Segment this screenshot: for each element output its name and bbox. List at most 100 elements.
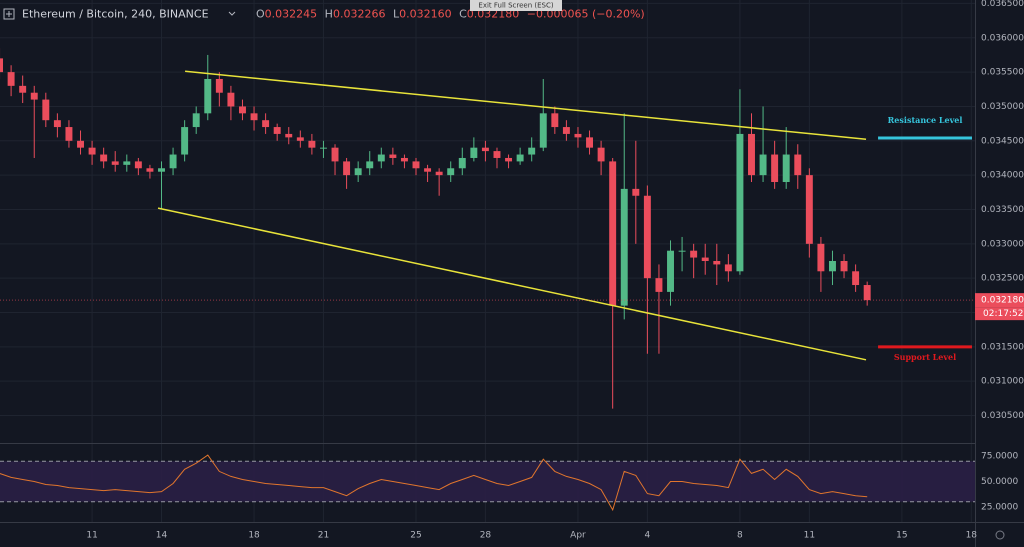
x-tick-label: 18 xyxy=(966,531,978,541)
y-tick-label: 0.035000 xyxy=(981,102,1024,112)
x-tick-label: 28 xyxy=(480,531,492,541)
candle-body xyxy=(296,137,304,141)
candle-body xyxy=(111,161,119,165)
y-tick-label: 0.032500 xyxy=(981,274,1024,284)
rsi-band xyxy=(0,461,975,502)
candle-body xyxy=(794,154,802,176)
symbol-title[interactable]: Ethereum / Bitcoin, 240, BINANCE xyxy=(22,8,209,21)
y-tick-label: 0.031000 xyxy=(981,377,1024,387)
candle-body xyxy=(215,78,223,93)
countdown: 02:17:52 xyxy=(983,309,1023,319)
candle-body xyxy=(424,168,432,172)
tooltip[interactable]: Exit Full Screen (ESC) xyxy=(478,2,553,10)
x-tick-label: 15 xyxy=(896,531,907,541)
candle-body xyxy=(690,250,698,258)
candle-body xyxy=(169,154,177,169)
y-tick-label: 25.0000 xyxy=(981,502,1018,512)
ohlc-value: 0.032266 xyxy=(333,8,386,21)
candle-body xyxy=(227,92,235,107)
candle-body xyxy=(262,120,270,128)
candle-body xyxy=(528,147,536,155)
candle-body xyxy=(389,154,397,158)
ohlc-key: O xyxy=(256,8,265,21)
candle-body xyxy=(678,250,686,252)
candle-body xyxy=(42,99,50,121)
candle-body xyxy=(574,133,582,138)
y-tick-label: 0.033500 xyxy=(981,205,1024,215)
candle-body xyxy=(505,157,513,162)
y-tick-label: 50.0000 xyxy=(981,477,1018,487)
candle-body xyxy=(748,133,755,176)
candle-body xyxy=(400,157,408,162)
ohlc-legend: O0.032245 H0.032266 L0.032160 C0.032180 … xyxy=(256,8,645,21)
ohlc-key: C xyxy=(459,8,467,21)
candle-body xyxy=(736,133,744,272)
candle-body xyxy=(817,243,825,272)
candle-body xyxy=(308,140,316,148)
candle-body xyxy=(366,161,374,169)
candle-body xyxy=(134,161,142,169)
candle-body xyxy=(724,264,732,272)
ohlc-value: 0.032245 xyxy=(265,8,318,21)
candle-body xyxy=(852,271,860,286)
level-label: Resistance Level xyxy=(888,115,963,125)
expand-icon[interactable] xyxy=(3,8,15,20)
candle-body xyxy=(53,120,61,128)
candle-body xyxy=(643,195,651,279)
candle-body xyxy=(620,188,628,306)
settings-icon[interactable] xyxy=(995,530,1005,540)
x-tick-label: 21 xyxy=(318,531,329,541)
candle-body xyxy=(377,154,385,162)
x-tick-label: 4 xyxy=(645,531,651,541)
candle-body xyxy=(250,113,258,121)
candle-body xyxy=(331,147,339,162)
candle-body xyxy=(632,188,640,196)
y-tick-label: 0.030500 xyxy=(981,411,1024,421)
y-tick-label: 75.0000 xyxy=(981,452,1018,462)
candle-body xyxy=(516,154,524,162)
candle-body xyxy=(412,161,420,169)
candle-body xyxy=(863,285,871,301)
candle-body xyxy=(192,113,200,128)
rsi-line xyxy=(0,454,868,512)
y-tick-label: 0.033000 xyxy=(981,239,1024,249)
x-tick-label: 25 xyxy=(410,531,421,541)
tooltip-box[interactable] xyxy=(470,0,562,11)
level-label: Support Level xyxy=(894,352,956,362)
ohlc-value: 0.032160 xyxy=(399,8,452,21)
candle-body xyxy=(146,168,154,172)
last-price-tag xyxy=(975,293,1024,308)
candle-body xyxy=(655,278,663,292)
y-tick-label: 0.034000 xyxy=(981,171,1024,181)
last-price-label: 0.032180 xyxy=(981,296,1024,306)
candle-body xyxy=(829,260,836,272)
candle-body xyxy=(713,260,721,265)
candle-body xyxy=(597,147,605,162)
candle-body xyxy=(759,154,767,176)
y-tick-label: 0.031500 xyxy=(981,342,1024,352)
y-tick-label: 0.035500 xyxy=(981,68,1024,78)
candle-body xyxy=(65,127,73,141)
candle-body xyxy=(493,151,501,158)
candle-body xyxy=(158,168,165,172)
candle-body xyxy=(123,161,131,165)
x-tick-label: Apr xyxy=(570,531,586,541)
candle-body xyxy=(100,154,108,162)
candle-body xyxy=(0,58,4,73)
candle-body xyxy=(782,154,790,183)
candle-body xyxy=(458,157,466,169)
candle-body xyxy=(319,147,327,149)
candle-body xyxy=(447,168,455,176)
dropdown-caret[interactable] xyxy=(228,11,236,16)
candle-body xyxy=(77,140,84,148)
y-tick-label: 0.036500 xyxy=(981,0,1024,9)
candle-body xyxy=(701,257,709,261)
x-tick-label: 8 xyxy=(737,531,743,541)
candle-body xyxy=(435,171,443,176)
candle-body xyxy=(551,113,559,128)
candle-body xyxy=(481,147,489,152)
candle-body xyxy=(470,147,478,158)
x-tick-label: 11 xyxy=(86,531,97,541)
candle-body xyxy=(181,127,189,155)
candle-body xyxy=(239,106,246,114)
